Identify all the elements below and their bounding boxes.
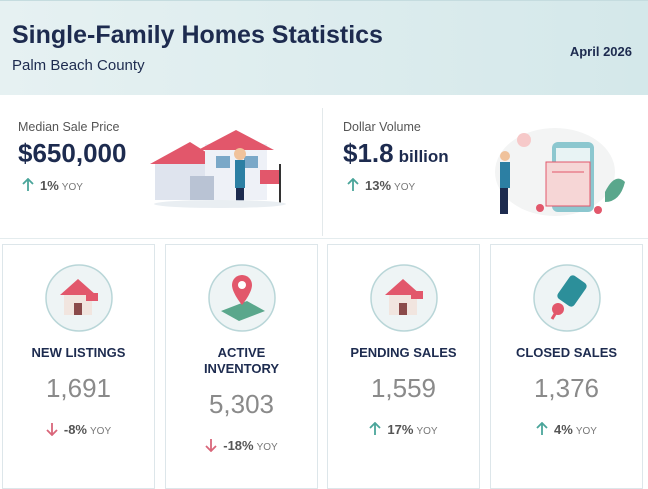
header: Single-Family Homes Statistics Palm Beac… (0, 0, 648, 95)
arrow-up (536, 422, 548, 435)
change-value: 1% (40, 178, 59, 193)
volume-illustration (495, 128, 625, 216)
change-label: YOY (575, 426, 597, 437)
arrow-down (205, 439, 217, 452)
arrow-down (46, 423, 58, 436)
stat-label: PENDING SALES (350, 345, 457, 360)
inventory-icon (207, 264, 276, 332)
value: $1.8 (343, 138, 394, 168)
stat-change: 4% YOY (491, 422, 642, 437)
stat-label: CLOSED SALES (515, 345, 618, 360)
stat-change: 17% YOY (328, 422, 479, 437)
featured-value: $1.8 billion (343, 138, 449, 169)
change-value: 17% (387, 422, 414, 437)
change-value: 13% (365, 178, 392, 193)
pending-icon (369, 264, 438, 332)
listing-icon (44, 264, 113, 332)
featured-change: 13% YOY (347, 178, 415, 193)
change-label: YOY (394, 182, 416, 193)
date: April 2026 (569, 44, 632, 59)
stat-label: NEW LISTINGS (31, 345, 126, 360)
stat-card: NEW LISTINGS 1,691 -8% YOY (2, 244, 155, 489)
change-value: -18% (223, 438, 254, 453)
house-illustration (150, 130, 286, 208)
stat-change: -8% YOY (3, 422, 154, 437)
stat-label: ACTIVE INVENTORY (203, 345, 280, 376)
featured-change: 1% YOY (22, 178, 83, 193)
featured-panel: Median Sale Price $650,000 1% YOY Dollar … (0, 96, 648, 239)
closed-icon (532, 264, 601, 332)
featured-label: Dollar Volume (343, 120, 421, 134)
featured-value: $650,000 (18, 138, 126, 169)
change-value: 4% (554, 422, 573, 437)
arrow-up (22, 178, 34, 191)
change-label: YOY (90, 426, 112, 437)
featured-label: Median Sale Price (18, 120, 120, 134)
stat-value: 1,559 (370, 373, 437, 403)
stat-card: ACTIVE INVENTORY 5,303 -18% YOY (165, 244, 318, 489)
stat-card: PENDING SALES 1,559 17% YOY (327, 244, 480, 489)
stat-change: -18% YOY (166, 438, 317, 453)
stat-value: 5,303 (208, 389, 275, 419)
value: $650,000 (18, 138, 127, 168)
arrow-up (369, 422, 382, 435)
change-value: -8% (63, 422, 87, 437)
divider (322, 108, 323, 236)
stat-value: 1,691 (45, 373, 112, 403)
title: Single-Family Homes Statistics (12, 21, 383, 49)
stat-card: CLOSED SALES 1,376 4% YOY (490, 244, 643, 489)
change-label: YOY (416, 426, 438, 437)
subtitle: Palm Beach County (12, 57, 145, 74)
change-label: YOY (256, 442, 278, 453)
unit: billion (398, 147, 449, 166)
change-label: YOY (61, 182, 83, 193)
arrow-up (347, 178, 359, 191)
stat-value: 1,376 (533, 373, 600, 403)
